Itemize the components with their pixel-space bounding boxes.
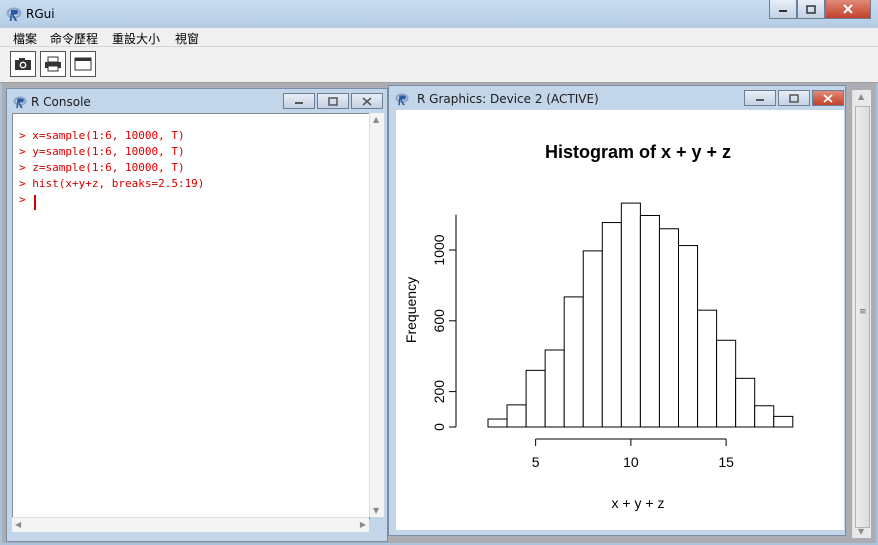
histogram-bar bbox=[582, 250, 603, 428]
histogram-bars bbox=[487, 202, 794, 428]
graphics-title-bar: R Graphics: Device 2 (ACTIVE) bbox=[389, 86, 845, 110]
minimize-icon bbox=[779, 10, 787, 12]
console-title: R Console bbox=[31, 95, 91, 109]
chart-title: Histogram of x + y + z bbox=[545, 142, 731, 162]
minimize-icon bbox=[295, 102, 303, 104]
histogram-bar bbox=[506, 404, 527, 428]
menu-windows[interactable]: 視窗 bbox=[175, 32, 200, 46]
histogram-bar bbox=[563, 296, 584, 428]
menu-bar: 檔案 命令歷程 重設大小 視窗 bbox=[0, 28, 878, 47]
close-icon bbox=[843, 4, 853, 14]
scroll-up-icon[interactable]: ▲ bbox=[858, 92, 865, 101]
grip-icon: ≡ bbox=[859, 307, 867, 317]
x-axis: 5 10 15 bbox=[532, 438, 734, 470]
graphics-maximize-button[interactable] bbox=[778, 90, 810, 106]
maximize-icon bbox=[806, 4, 816, 14]
menu-resize[interactable]: 重設大小 bbox=[112, 32, 161, 46]
console-horizontal-scrollbar[interactable]: ◀ ▶ bbox=[12, 517, 369, 532]
graphics-window-controls bbox=[744, 90, 844, 106]
histogram-bar bbox=[639, 214, 660, 428]
minimize-icon bbox=[756, 99, 764, 101]
workspace-vertical-scrollbar[interactable]: ▲ ≡ ▼ bbox=[852, 90, 871, 538]
graphics-window: R Graphics: Device 2 (ACTIVE) Histogram … bbox=[388, 85, 846, 536]
y-axis-label: Frequency bbox=[403, 277, 419, 343]
histogram-bar bbox=[487, 418, 508, 428]
maximize-icon bbox=[328, 96, 338, 106]
close-icon bbox=[362, 96, 372, 106]
console-line: > hist(x+y+z, breaks=2.5:19) bbox=[19, 177, 205, 190]
console-window-controls bbox=[283, 93, 383, 109]
mdi-workspace: R Console > x=sample(1:6, 10000, T) > y=… bbox=[2, 83, 876, 543]
y-tick-label: 1000 bbox=[431, 234, 447, 265]
console-prompt: > bbox=[19, 193, 26, 206]
graphics-title: R Graphics: Device 2 (ACTIVE) bbox=[417, 92, 599, 106]
maximize-icon bbox=[789, 93, 799, 103]
menu-file[interactable]: 檔案 bbox=[13, 32, 38, 46]
scroll-up-icon[interactable]: ▲ bbox=[373, 115, 380, 124]
scroll-down-icon[interactable]: ▼ bbox=[373, 506, 380, 515]
console-minimize-button[interactable] bbox=[283, 93, 315, 109]
console-line: > z=sample(1:6, 10000, T) bbox=[19, 161, 185, 174]
window-controls bbox=[769, 0, 871, 20]
window-button[interactable] bbox=[70, 51, 96, 77]
y-axis: 0 200 600 1000 bbox=[431, 214, 457, 431]
scroll-right-icon[interactable]: ▶ bbox=[359, 520, 366, 529]
console-line: > y=sample(1:6, 10000, T) bbox=[19, 145, 185, 158]
window-icon bbox=[74, 57, 92, 71]
x-tick-label: 15 bbox=[718, 454, 734, 470]
print-button[interactable] bbox=[40, 51, 66, 77]
scroll-left-icon[interactable]: ◀ bbox=[15, 520, 22, 529]
text-cursor bbox=[34, 195, 36, 210]
histogram-bar bbox=[716, 339, 737, 428]
y-tick-label: 600 bbox=[431, 309, 447, 333]
graphics-minimize-button[interactable] bbox=[744, 90, 776, 106]
camera-icon bbox=[15, 58, 31, 70]
histogram-bar bbox=[544, 349, 565, 428]
histogram-chart: Histogram of x + y + z x + y + z Frequen… bbox=[403, 142, 794, 511]
histogram-bar bbox=[754, 405, 775, 428]
histogram-bar bbox=[773, 415, 794, 428]
console-window: R Console > x=sample(1:6, 10000, T) > y=… bbox=[6, 88, 388, 542]
histogram-bar bbox=[620, 202, 641, 428]
r-logo-icon bbox=[395, 93, 409, 106]
scrollbar-thumb[interactable]: ≡ bbox=[855, 106, 870, 528]
menu-history[interactable]: 命令歷程 bbox=[50, 32, 99, 46]
console-vertical-scrollbar[interactable]: ▲ ▼ bbox=[369, 113, 384, 517]
histogram-bar bbox=[678, 245, 699, 428]
histogram-bar bbox=[525, 369, 546, 428]
graphics-close-button[interactable] bbox=[812, 90, 844, 106]
y-tick-label: 0 bbox=[431, 423, 447, 431]
app-title-bar: RGui bbox=[0, 0, 878, 28]
maximize-button[interactable] bbox=[797, 0, 825, 19]
toolbar bbox=[0, 47, 878, 83]
console-close-button[interactable] bbox=[351, 93, 383, 109]
histogram-bar bbox=[735, 377, 756, 428]
close-icon bbox=[823, 93, 833, 103]
close-button[interactable] bbox=[825, 0, 871, 19]
histogram-bar bbox=[697, 309, 718, 428]
print-icon bbox=[45, 56, 61, 72]
scroll-down-icon[interactable]: ▼ bbox=[858, 527, 865, 536]
console-maximize-button[interactable] bbox=[317, 93, 349, 109]
graphics-canvas[interactable]: Histogram of x + y + z x + y + z Frequen… bbox=[396, 110, 844, 530]
y-tick-label: 200 bbox=[431, 380, 447, 404]
r-logo-icon bbox=[13, 96, 27, 109]
console-line: > x=sample(1:6, 10000, T) bbox=[19, 129, 185, 142]
copy-to-clipboard-button[interactable] bbox=[10, 51, 36, 77]
x-tick-label: 10 bbox=[623, 454, 639, 470]
histogram-bar bbox=[601, 222, 622, 428]
x-axis-label: x + y + z bbox=[612, 495, 665, 511]
console-title-bar: R Console bbox=[7, 89, 387, 113]
console-output[interactable]: > x=sample(1:6, 10000, T) > y=sample(1:6… bbox=[12, 113, 370, 519]
app-title: RGui bbox=[26, 7, 55, 21]
r-logo-icon bbox=[6, 7, 22, 21]
histogram-bar bbox=[658, 228, 680, 428]
x-tick-label: 5 bbox=[532, 454, 540, 470]
minimize-button[interactable] bbox=[769, 0, 797, 19]
